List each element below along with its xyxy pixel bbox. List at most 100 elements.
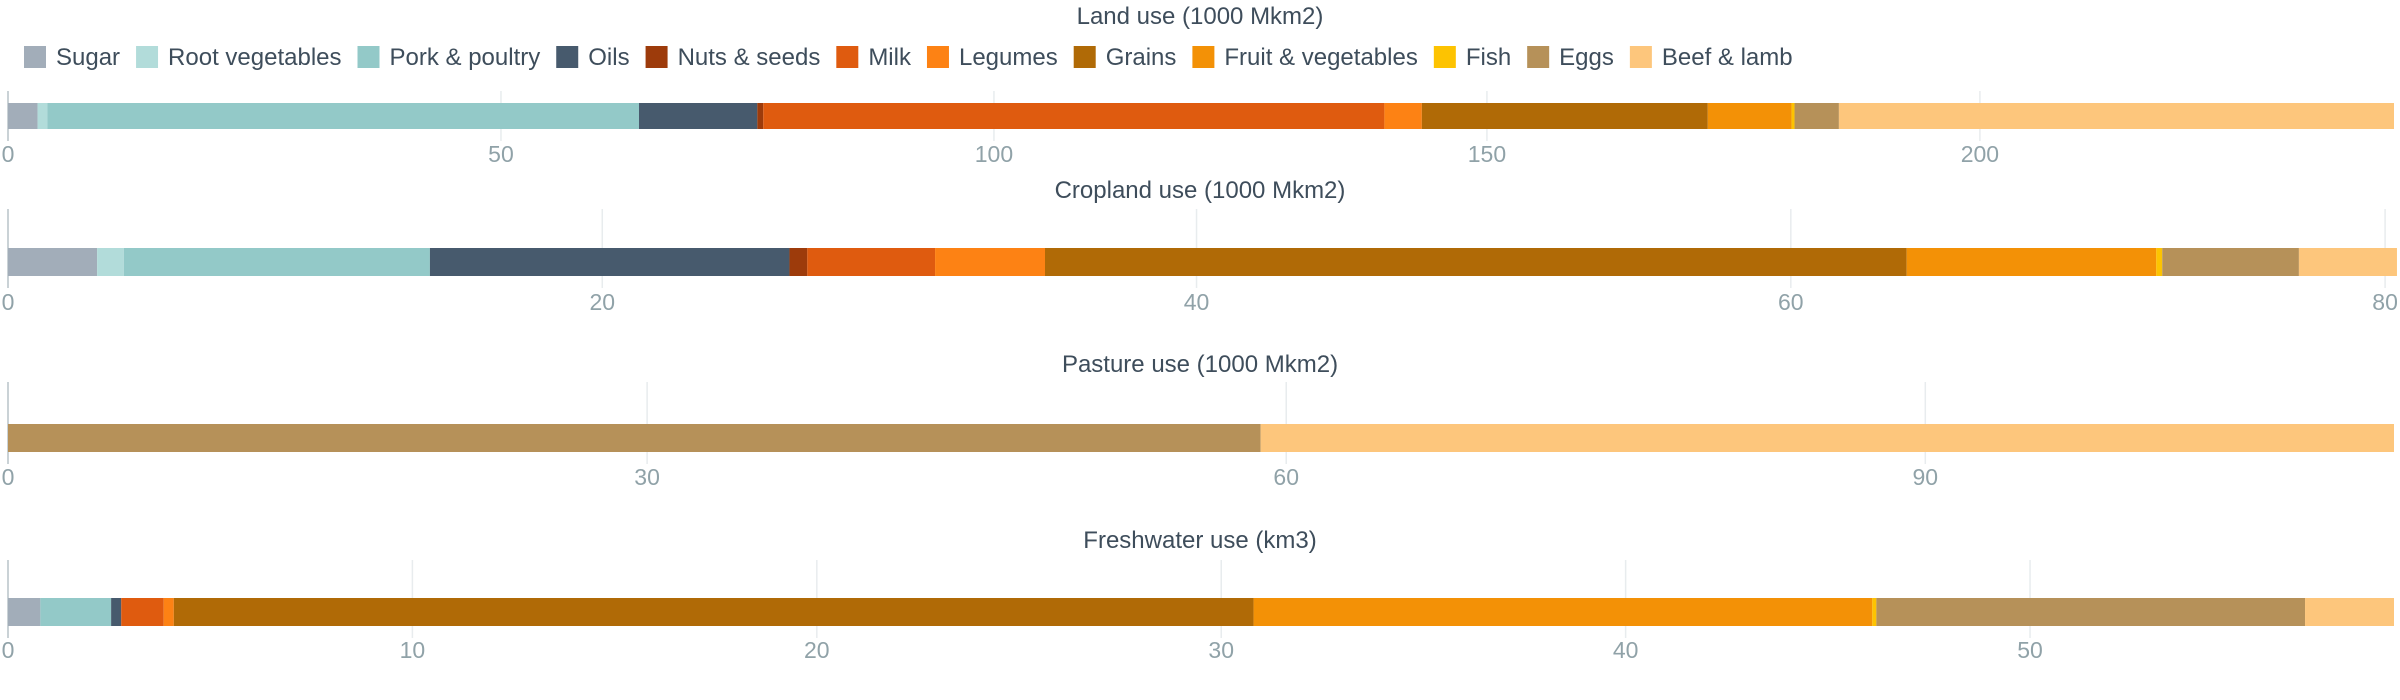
- legend-swatch: [556, 46, 579, 68]
- legend-label: Beef & lamb: [1662, 44, 1793, 71]
- legend-swatch: [1192, 46, 1215, 68]
- legend-label: Pork & poultry: [390, 44, 541, 71]
- bar-segment-pork-and-poultry: [47, 103, 640, 129]
- x-tick-label: 20: [804, 637, 830, 663]
- bar-segment-milk: [121, 598, 164, 626]
- bar-segment-milk: [807, 248, 936, 276]
- x-tick-label: 60: [1778, 289, 1804, 315]
- bar-segment-grains: [173, 598, 1254, 626]
- panel-pasture-use-1000-mkm2: Pasture use (1000 Mkm2) 0 30 60 90: [2, 351, 2394, 490]
- legend-label: Fruit & vegetables: [1224, 44, 1417, 71]
- bar-segment-milk: [763, 103, 1385, 129]
- legend-item-root-vegetables: Root vegetables: [136, 44, 342, 71]
- legend-item-pork-and-poultry: Pork & poultry: [357, 44, 541, 71]
- bar-segment-fruit-and-vegetables: [1253, 598, 1873, 626]
- bar-segment-fish: [1791, 103, 1795, 129]
- legend-item-beef-and-lamb: Beef & lamb: [1629, 44, 1793, 71]
- x-tick-label: 90: [1913, 464, 1939, 490]
- bar-segment-beef-and-lamb: [1260, 424, 2394, 452]
- panel-title: Freshwater use (km3): [1083, 527, 1316, 554]
- legend: Sugar Root vegetables Pork & poultry Oils Nu…: [24, 44, 1793, 71]
- bar-segment-legumes: [935, 248, 1046, 276]
- legend-label: Fish: [1466, 44, 1511, 71]
- bar-segment-sugar: [8, 598, 41, 626]
- bar-segment-sugar: [8, 248, 98, 276]
- legend-label: Nuts & seeds: [678, 44, 821, 71]
- legend-swatch: [836, 46, 859, 68]
- legend-label: Sugar: [56, 44, 120, 71]
- bar-segment-eggs: [1794, 103, 1839, 129]
- bar-segment-fish: [1872, 598, 1877, 626]
- x-tick-label: 0: [2, 637, 15, 663]
- panel-title: Land use (1000 Mkm2): [1077, 3, 1324, 30]
- panel-title: Cropland use (1000 Mkm2): [1055, 177, 1346, 204]
- bar-segment-grains: [1421, 103, 1708, 129]
- legend-swatch: [136, 46, 159, 68]
- x-tick-label: 60: [1273, 464, 1299, 490]
- bar-segment-oils: [639, 103, 758, 129]
- bar-segment-nuts-and-seeds: [757, 103, 764, 129]
- legend-item-fish: Fish: [1433, 44, 1511, 71]
- bar-segment-pork-and-poultry: [123, 248, 430, 276]
- x-tick-label: 80: [2372, 289, 2398, 315]
- bar-segment-sugar: [8, 103, 38, 129]
- bar-segment-fruit-and-vegetables: [1906, 248, 2157, 276]
- x-tick-label: 0: [2, 464, 15, 490]
- bar-segment-legumes: [1384, 103, 1422, 129]
- panel-title: Pasture use (1000 Mkm2): [1062, 351, 1338, 378]
- panel-freshwater-use-km3: Freshwater use (km3) 0 10 20 30 40 50: [2, 527, 2394, 663]
- legend-label: Eggs: [1559, 44, 1614, 71]
- bar-segment-fish: [2156, 248, 2163, 276]
- legend-swatch: [1433, 46, 1456, 68]
- x-tick-label: 40: [1613, 637, 1639, 663]
- legend-item-legumes: Legumes: [926, 44, 1058, 71]
- legend-item-sugar: Sugar: [24, 44, 120, 71]
- bar-segment-eggs: [1876, 598, 2306, 626]
- x-tick-label: 0: [2, 289, 15, 315]
- legend-swatch: [1527, 46, 1550, 68]
- panel-land-use-1000-mkm2: Land use (1000 Mkm2) 0 50 100 150 200: [2, 3, 2394, 167]
- x-tick-label: 50: [488, 141, 514, 167]
- bar-segment-root-vegetables: [97, 248, 124, 276]
- legend-item-grains: Grains: [1073, 44, 1177, 71]
- chart-panels: Land use (1000 Mkm2)0 50 100 150 200Cropland…: [2, 3, 2398, 663]
- bar-segment-root-vegetables: [37, 103, 48, 129]
- legend-item-milk: Milk: [836, 44, 912, 71]
- bar-segment-beef-and-lamb: [1838, 103, 2394, 129]
- legend-label: Milk: [868, 44, 912, 71]
- legend-item-oils: Oils: [556, 44, 630, 71]
- x-tick-label: 40: [1184, 289, 1210, 315]
- bar-segment-eggs: [8, 424, 1261, 452]
- legend-item-nuts-and-seeds: Nuts & seeds: [645, 44, 821, 71]
- bar-segment-nuts-and-seeds: [789, 248, 808, 276]
- legend-label: Grains: [1106, 44, 1177, 71]
- x-tick-label: 20: [589, 289, 615, 315]
- panel-cropland-use-1000-mkm2: Cropland use (1000 Mkm2) 0 20 40 60 80: [2, 177, 2398, 315]
- legend-label: Legumes: [959, 44, 1058, 71]
- legend-swatch: [357, 46, 380, 68]
- legend-item-eggs: Eggs: [1527, 44, 1614, 71]
- bar-segment-fruit-and-vegetables: [1707, 103, 1792, 129]
- x-tick-label: 10: [400, 637, 426, 663]
- x-tick-label: 50: [2017, 637, 2043, 663]
- bar-segment-legumes: [163, 598, 174, 626]
- legend-label: Oils: [588, 44, 629, 71]
- bar-segment-grains: [1045, 248, 1907, 276]
- x-tick-label: 100: [975, 141, 1013, 167]
- bar-segment-oils: [111, 598, 122, 626]
- x-tick-label: 200: [1961, 141, 1999, 167]
- bar-segment-eggs: [2162, 248, 2299, 276]
- bar-segment-pork-and-poultry: [40, 598, 112, 626]
- legend-swatch: [1629, 46, 1652, 68]
- legend-swatch: [645, 46, 668, 68]
- x-tick-label: 30: [634, 464, 660, 490]
- legend-item-fruit-and-vegetables: Fruit & vegetables: [1192, 44, 1418, 71]
- legend-swatch: [926, 46, 949, 68]
- bar-segment-beef-and-lamb: [2298, 248, 2397, 276]
- x-tick-label: 150: [1468, 141, 1506, 167]
- x-tick-label: 30: [1208, 637, 1234, 663]
- bar-segment-oils: [429, 248, 790, 276]
- bar-segment-beef-and-lamb: [2305, 598, 2394, 626]
- legend-label: Root vegetables: [168, 44, 341, 71]
